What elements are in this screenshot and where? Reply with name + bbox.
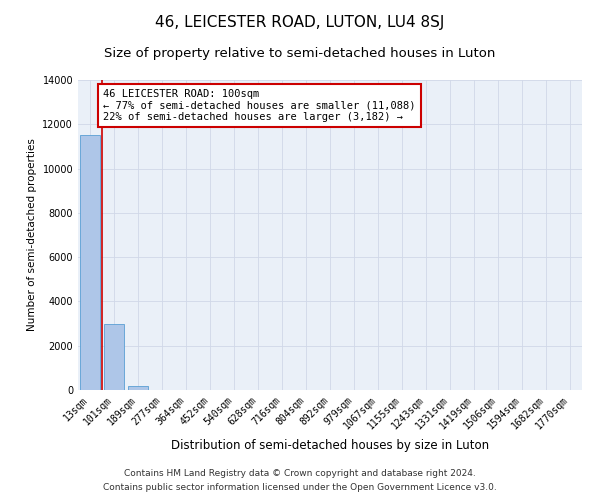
X-axis label: Distribution of semi-detached houses by size in Luton: Distribution of semi-detached houses by … <box>171 440 489 452</box>
Text: 46 LEICESTER ROAD: 100sqm
← 77% of semi-detached houses are smaller (11,088)
22%: 46 LEICESTER ROAD: 100sqm ← 77% of semi-… <box>103 89 416 122</box>
Bar <box>80 136 100 390</box>
Bar <box>104 324 124 390</box>
Y-axis label: Number of semi-detached properties: Number of semi-detached properties <box>27 138 37 332</box>
Text: Contains HM Land Registry data © Crown copyright and database right 2024.: Contains HM Land Registry data © Crown c… <box>124 468 476 477</box>
Bar <box>128 386 148 390</box>
Text: Contains public sector information licensed under the Open Government Licence v3: Contains public sector information licen… <box>103 484 497 492</box>
Text: 46, LEICESTER ROAD, LUTON, LU4 8SJ: 46, LEICESTER ROAD, LUTON, LU4 8SJ <box>155 15 445 30</box>
Text: Size of property relative to semi-detached houses in Luton: Size of property relative to semi-detach… <box>104 48 496 60</box>
